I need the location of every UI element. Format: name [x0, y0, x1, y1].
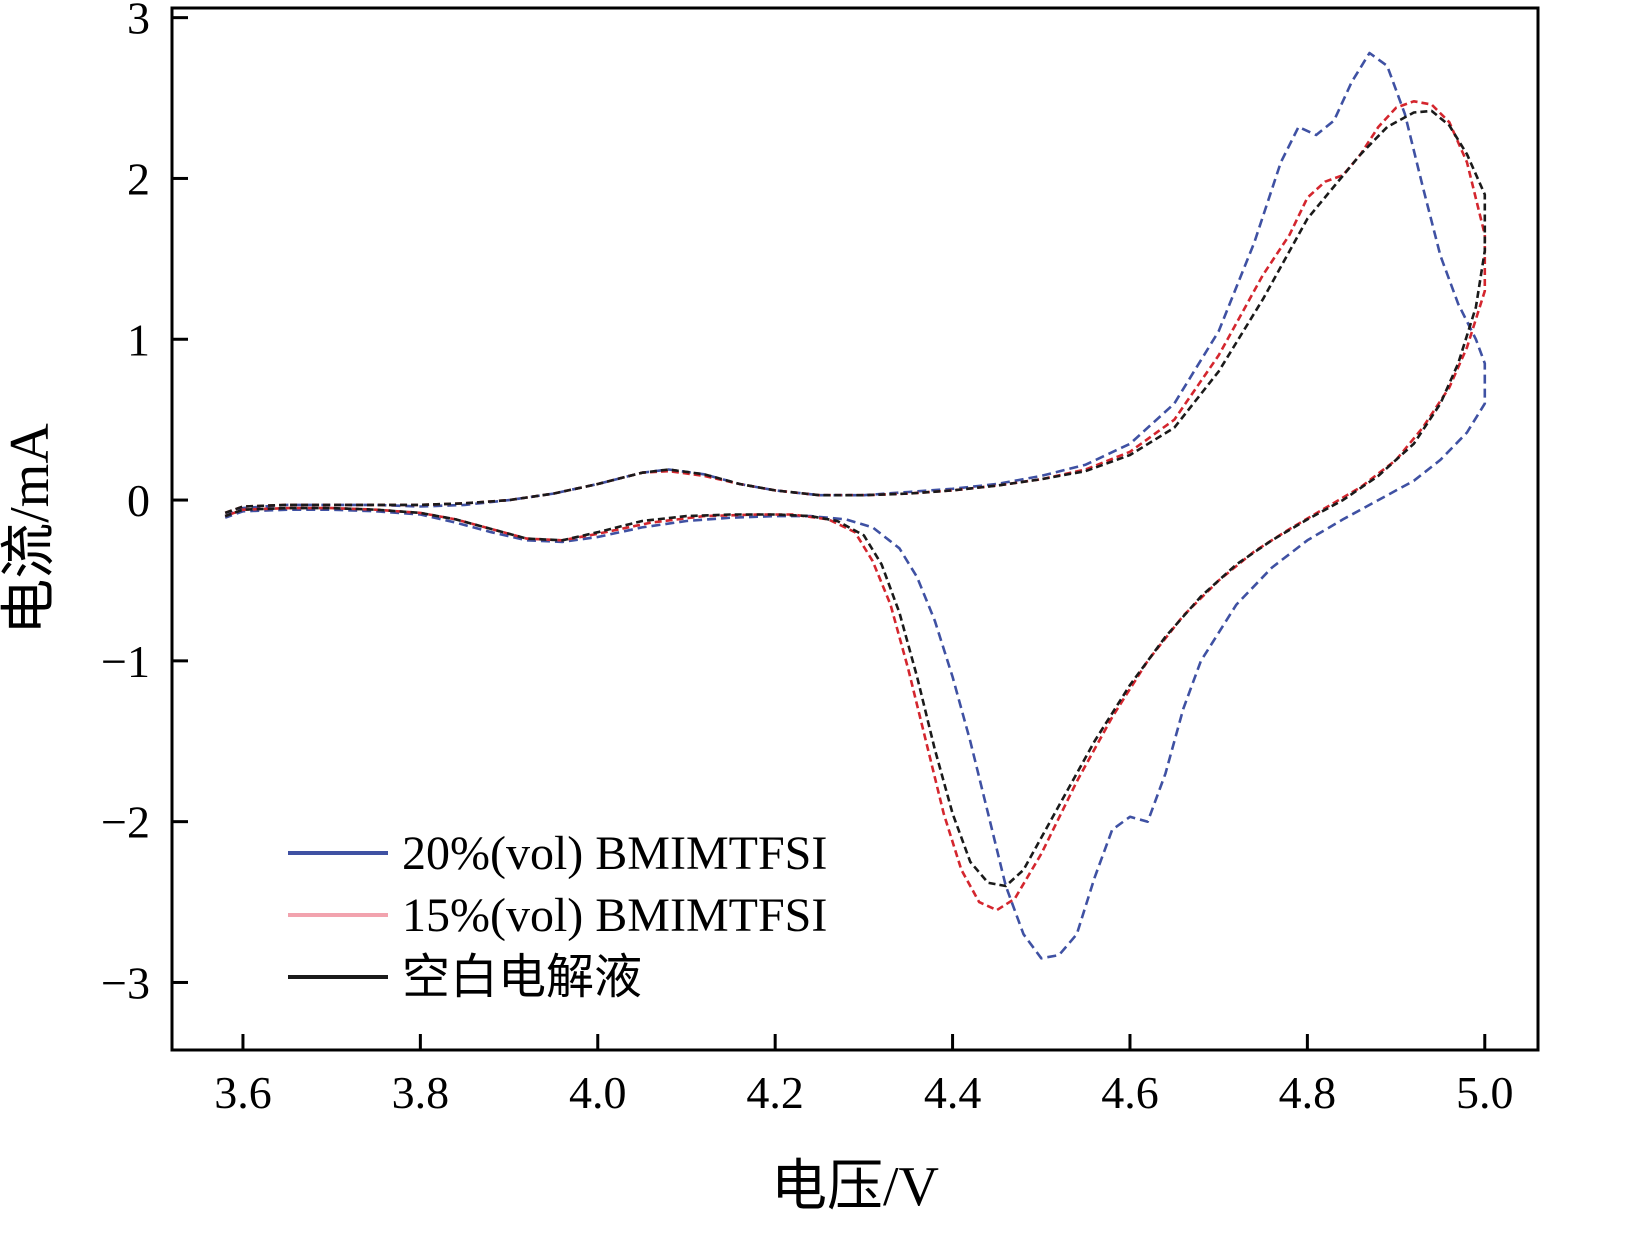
x-axis-label: 电压/V	[771, 1156, 939, 1218]
y-tick-label: 3	[127, 0, 150, 44]
y-tick-label: 0	[127, 475, 150, 526]
x-tick-label: 5.0	[1456, 1067, 1514, 1118]
x-tick-label: 3.6	[214, 1067, 272, 1118]
y-tick-label: −1	[101, 636, 150, 687]
x-tick-label: 4.0	[569, 1067, 627, 1118]
legend-label-15pct: 15%(vol) BMIMTFSI	[402, 889, 827, 942]
y-tick-label: 2	[127, 153, 150, 204]
x-tick-label: 3.8	[392, 1067, 450, 1118]
x-tick-label: 4.4	[924, 1067, 982, 1118]
y-tick-label: −3	[101, 957, 150, 1008]
y-tick-label: −2	[101, 797, 150, 848]
x-tick-label: 4.8	[1279, 1067, 1337, 1118]
series-line-2	[224, 109, 1487, 888]
x-tick-label: 4.6	[1101, 1067, 1159, 1118]
x-tick-label: 4.2	[746, 1067, 804, 1118]
y-axis-label: 电流/mA	[0, 423, 61, 635]
plot-frame	[170, 6, 1540, 1052]
legend-label-20pct: 20%(vol) BMIMTFSI	[402, 827, 827, 880]
legend-label-blank: 空白电解液	[402, 951, 642, 1004]
y-tick-label: 1	[127, 314, 150, 365]
plot-area: 3.6 3.8 4.0 4.2 4.4 4.6 4.8 5.0 −3 −2 −1 0 1 2 3	[101, 0, 1540, 1118]
legend: 20%(vol) BMIMTFSI 15%(vol) BMIMTFSI 空白电解…	[288, 827, 827, 1004]
